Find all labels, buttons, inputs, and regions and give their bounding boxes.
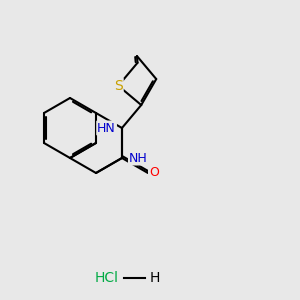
Text: S: S <box>114 79 123 93</box>
Text: NH: NH <box>129 152 148 164</box>
Text: HCl: HCl <box>95 271 119 285</box>
Text: HN: HN <box>97 122 116 134</box>
Text: H: H <box>150 271 160 285</box>
Text: O: O <box>149 167 159 179</box>
